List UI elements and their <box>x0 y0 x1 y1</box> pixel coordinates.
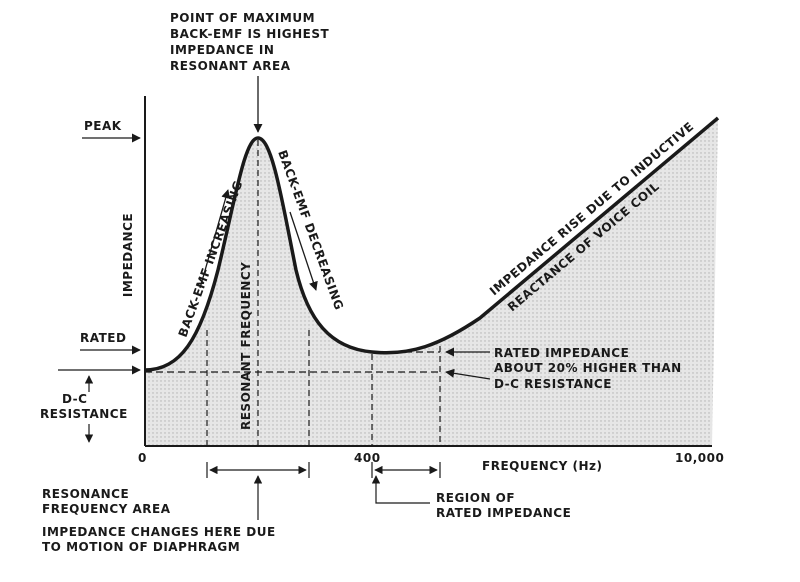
impedance-curve <box>144 116 720 372</box>
resonant-frequency-label: RESONANT FREQUENCY <box>239 262 253 430</box>
x-tick-400: 400 <box>354 451 381 465</box>
dc-resistance-label-line1: D-C <box>62 392 87 406</box>
rated-region-pointer <box>371 475 430 504</box>
rated-note-line1: RATED IMPEDANCE <box>494 346 629 360</box>
rated-note-line2: ABOUT 20% HIGHER THAN <box>494 361 682 375</box>
frequency-axis-label: FREQUENCY (Hz) <box>482 459 603 473</box>
dc-resistance-label-line2: RESISTANCE <box>40 407 128 421</box>
impedance-changes-label-line2: TO MOTION OF DIAPHRAGM <box>42 540 240 554</box>
rated-label: RATED <box>80 331 126 345</box>
top-annotation-line2: BACK-EMF IS HIGHEST <box>170 27 330 41</box>
peak-label: PEAK <box>84 119 122 133</box>
x-tick-0: 0 <box>138 451 147 465</box>
resonance-area-label-line2: FREQUENCY AREA <box>42 502 171 516</box>
rated-region-label-line1: REGION OF <box>436 491 515 505</box>
decreasing-arrow <box>289 211 318 291</box>
top-annotation-line4: RESONANT AREA <box>170 59 291 73</box>
impedance-axis-label: IMPEDANCE <box>121 213 135 297</box>
impedance-area-shading <box>145 118 718 445</box>
top-annotation-line1: POINT OF MAXIMUM <box>170 11 315 25</box>
dc-note-arrow <box>445 368 491 380</box>
impedance-changes-label-line1: IMPEDANCE CHANGES HERE DUE <box>42 525 276 539</box>
top-annotation-line3: IMPEDANCE IN <box>170 43 274 57</box>
resonance-area-label-line1: RESONANCE <box>42 487 129 501</box>
rated-note-line3: D-C RESISTANCE <box>494 377 612 391</box>
rated-region-label-line2: RATED IMPEDANCE <box>436 506 571 520</box>
x-tick-10000: 10,000 <box>675 451 724 465</box>
increasing-arrow <box>199 189 231 289</box>
